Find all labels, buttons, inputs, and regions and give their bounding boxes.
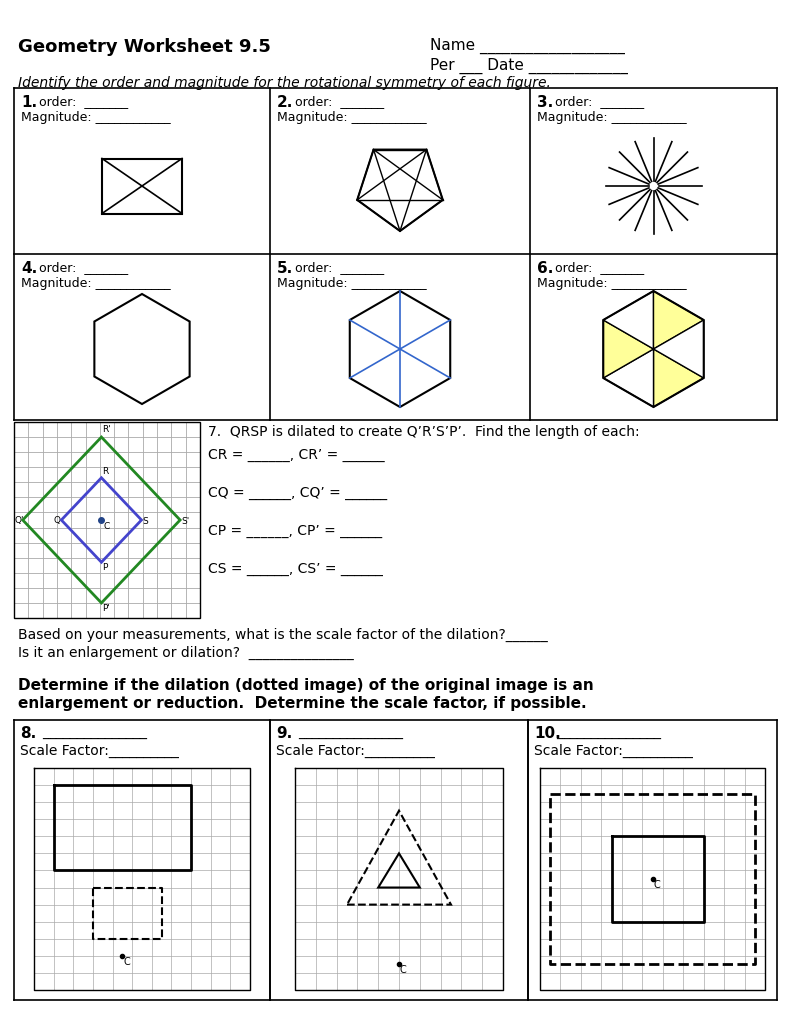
- Text: Magnitude: ____________: Magnitude: ____________: [21, 278, 171, 290]
- Text: Based on your measurements, what is the scale factor of the dilation?______: Based on your measurements, what is the …: [18, 628, 547, 642]
- Text: Identify the order and magnitude for the rotational symmetry of each figure.: Identify the order and magnitude for the…: [18, 76, 551, 90]
- Text: Magnitude: ____________: Magnitude: ____________: [21, 111, 171, 124]
- Text: 4.: 4.: [21, 261, 37, 276]
- Text: Magnitude: ____________: Magnitude: ____________: [277, 278, 426, 290]
- Text: _______________: _______________: [298, 726, 403, 740]
- Text: Determine if the dilation (dotted image) of the original image is an: Determine if the dilation (dotted image)…: [18, 678, 594, 693]
- Text: order:  _______: order: _______: [555, 261, 644, 274]
- Text: P': P': [102, 604, 110, 613]
- Polygon shape: [653, 349, 704, 407]
- Text: 8.: 8.: [20, 726, 36, 741]
- Text: P: P: [102, 563, 108, 572]
- Text: C: C: [653, 880, 660, 890]
- Text: CQ = ______, CQ’ = ______: CQ = ______, CQ’ = ______: [208, 486, 387, 500]
- Text: 10.: 10.: [534, 726, 561, 741]
- Text: C: C: [400, 966, 407, 976]
- Text: Name ___________________: Name ___________________: [430, 38, 625, 54]
- Text: CS = ______, CS’ = ______: CS = ______, CS’ = ______: [208, 562, 383, 575]
- Text: order:  _______: order: _______: [39, 95, 128, 108]
- Text: _______________: _______________: [42, 726, 147, 740]
- Polygon shape: [653, 291, 704, 349]
- Text: 3.: 3.: [537, 95, 553, 110]
- Text: 9.: 9.: [276, 726, 292, 741]
- Text: 7.  QRSP is dilated to create Q’R’S’P’.  Find the length of each:: 7. QRSP is dilated to create Q’R’S’P’. F…: [208, 425, 640, 439]
- Text: Is it an enlargement or dilation?  _______________: Is it an enlargement or dilation? ______…: [18, 646, 354, 660]
- Bar: [14, 422, 200, 618]
- Polygon shape: [653, 319, 704, 378]
- Text: 5.: 5.: [277, 261, 293, 276]
- Text: _______________: _______________: [556, 726, 661, 740]
- Bar: [102, 159, 182, 213]
- Text: Magnitude: ____________: Magnitude: ____________: [537, 278, 687, 290]
- Polygon shape: [604, 349, 653, 407]
- Text: C: C: [104, 522, 110, 531]
- Text: S: S: [142, 516, 148, 525]
- Text: order:  _______: order: _______: [295, 261, 384, 274]
- Text: order:  _______: order: _______: [555, 95, 644, 108]
- Text: Scale Factor:__________: Scale Factor:__________: [276, 744, 435, 758]
- Text: enlargement or reduction.  Determine the scale factor, if possible.: enlargement or reduction. Determine the …: [18, 696, 587, 711]
- Text: order:  _______: order: _______: [295, 95, 384, 108]
- Text: Q: Q: [53, 516, 60, 525]
- Text: Geometry Worksheet 9.5: Geometry Worksheet 9.5: [18, 38, 271, 56]
- Text: Per ___ Date _____________: Per ___ Date _____________: [430, 58, 628, 74]
- Text: Scale Factor:__________: Scale Factor:__________: [20, 744, 179, 758]
- Text: R: R: [102, 467, 108, 476]
- Text: 6.: 6.: [537, 261, 554, 276]
- Text: CR = ______, CR’ = ______: CR = ______, CR’ = ______: [208, 449, 384, 462]
- Text: C: C: [123, 956, 130, 967]
- Text: order:  _______: order: _______: [39, 261, 128, 274]
- Text: 2.: 2.: [277, 95, 293, 110]
- Text: Q': Q': [15, 516, 25, 525]
- Text: 1.: 1.: [21, 95, 37, 110]
- Text: Magnitude: ____________: Magnitude: ____________: [277, 111, 426, 124]
- Text: Scale Factor:__________: Scale Factor:__________: [534, 744, 693, 758]
- Text: S': S': [181, 516, 189, 525]
- Polygon shape: [604, 319, 653, 378]
- Text: R': R': [102, 425, 112, 434]
- Polygon shape: [604, 291, 653, 349]
- Text: CP = ______, CP’ = ______: CP = ______, CP’ = ______: [208, 524, 382, 538]
- Text: Magnitude: ____________: Magnitude: ____________: [537, 111, 687, 124]
